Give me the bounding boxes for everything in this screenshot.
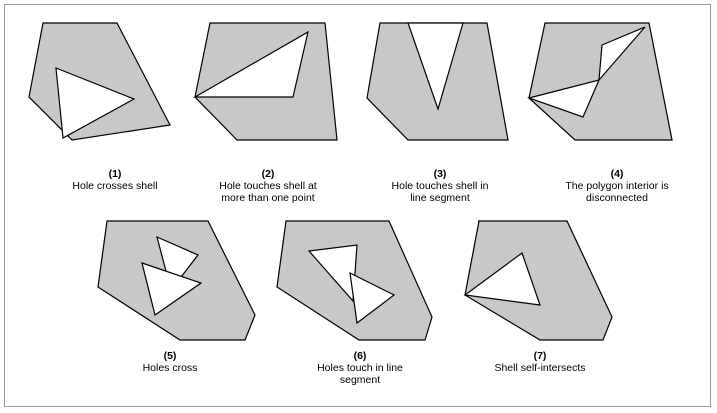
- figure-2-number: (2): [261, 168, 275, 180]
- figure-5-number: (5): [163, 350, 177, 362]
- figure-4-hole-upper: [598, 26, 646, 82]
- figure-frame: (1) Hole crosses shell (2) Hole touches …: [4, 4, 711, 407]
- figure-3-caption: (3) Hole touches shell in line segment: [365, 168, 515, 204]
- figure-4-caption-line-1: The polygon interior is: [565, 180, 669, 192]
- figure-2-caption-line-2: more than one point: [221, 192, 315, 204]
- figure-5-hole-upper: [156, 235, 199, 292]
- figure-3-number: (3): [433, 168, 447, 180]
- figure-6-caption-line-1: Holes touch in line: [317, 362, 403, 374]
- figure-7-number: (7): [533, 350, 547, 362]
- figure-5-hole-lower: [141, 262, 203, 316]
- figure-7-caption-line-1: Shell self-intersects: [494, 362, 586, 374]
- figure-3-caption-line-1: Hole touches shell in: [391, 180, 489, 192]
- figure-5-diagram: [97, 220, 256, 341]
- figure-7-shell: [464, 220, 613, 341]
- figure-6-diagram: [276, 220, 433, 341]
- figure-2-diagram: [192, 22, 338, 141]
- figure-4-hole-lower: [526, 79, 601, 118]
- figure-3-hole: [407, 22, 464, 111]
- figure-6-hole-left: [307, 244, 358, 303]
- figure-1-caption-line-1: Hole crosses shell: [72, 180, 158, 192]
- figure-1-hole: [55, 67, 136, 139]
- figure-1-number: (1): [108, 168, 122, 180]
- figure-4-diagram: [526, 22, 673, 141]
- figure-6-caption: (6) Holes touch in line segment: [280, 350, 440, 386]
- figure-6-caption-line-2: segment: [339, 374, 381, 386]
- figure-4-caption: (4) The polygon interior is disconnected: [532, 168, 702, 204]
- figure-5-caption: (5) Holes cross: [100, 350, 240, 374]
- figure-7-caption: (7) Shell self-intersects: [465, 350, 615, 374]
- figure-1-caption: (1) Hole crosses shell: [35, 168, 195, 192]
- figure-6-hole-right: [349, 271, 396, 325]
- figure-2-hole: [192, 30, 309, 98]
- figure-4-number: (4): [610, 168, 624, 180]
- figure-7-diagram: [463, 220, 613, 341]
- figure-5-caption-line-1: Holes cross: [142, 362, 198, 374]
- figure-3-caption-line-2: line segment: [410, 192, 470, 204]
- figure-1-diagram: [28, 22, 171, 141]
- figure-2-caption: (2) Hole touches shell at more than one …: [188, 168, 348, 204]
- figure-4-caption-line-2: disconnected: [586, 192, 648, 204]
- figure-7-hole: [463, 252, 541, 306]
- figure-2-caption-line-1: Hole touches shell at: [219, 180, 317, 192]
- figure-3-diagram: [366, 22, 509, 141]
- figure-6-number: (6): [353, 350, 367, 362]
